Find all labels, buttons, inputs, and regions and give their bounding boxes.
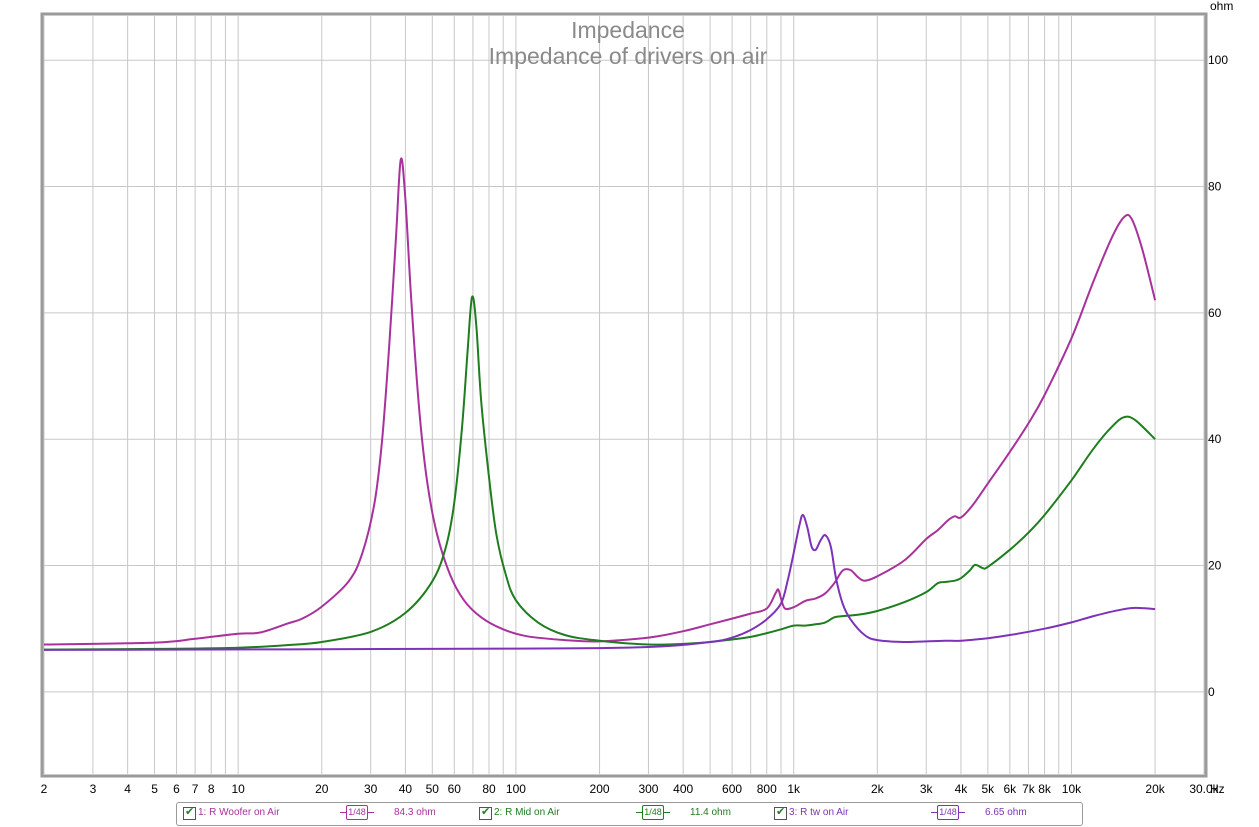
smoothing-button[interactable]: 1/48 — [340, 805, 374, 820]
y-tick-labels: 0 20 40 60 80 100 — [1208, 53, 1228, 699]
legend-cursor-value: 6.65 ohm — [985, 807, 1027, 818]
series-line-2 — [43, 295, 1156, 651]
plot-frame — [40, 12, 1208, 778]
x-tick-label: 800 — [757, 782, 777, 796]
x-tick-label: 8 — [208, 782, 215, 796]
x-tick-label: 10k — [1062, 782, 1082, 796]
grid — [43, 16, 1205, 774]
x-tick-label: 10 — [231, 782, 245, 796]
x-tick-label: 30 — [364, 782, 378, 796]
x-tick-label: 60 — [448, 782, 462, 796]
smoothing-button[interactable]: 1/48 — [931, 805, 965, 820]
x-unit-label: Hz — [1210, 782, 1225, 796]
series-line-1 — [43, 157, 1157, 646]
x-tick-label: 4k — [955, 782, 969, 796]
x-tick-label: 200 — [590, 782, 610, 796]
smoothing-label: 1/48 — [937, 805, 959, 820]
x-tick-label: 30.0k — [1189, 782, 1219, 796]
x-tick-label: 80 — [482, 782, 496, 796]
y-unit-label: ohm — [1210, 0, 1233, 13]
x-tick-label: 300 — [638, 782, 658, 796]
x-tick-label: 20 — [315, 782, 329, 796]
x-tick-label: 4 — [124, 782, 131, 796]
series-visibility-checkbox[interactable] — [183, 805, 196, 820]
legend-series-label: 3: R tw on Air — [789, 807, 849, 818]
x-tick-label: 20k — [1145, 782, 1165, 796]
x-tick-label: 2 — [41, 782, 48, 796]
legend-cursor-value: 11.4 ohm — [690, 807, 731, 818]
y-tick-label: 60 — [1208, 306, 1222, 320]
series-line-3 — [43, 513, 1156, 651]
x-tick-labels: 2 3 4 5 6 7 8 10 20 30 40 50 60 80 100 200 300 400 600 800 1… — [41, 782, 1220, 796]
smoothing-label: 1/48 — [642, 805, 664, 820]
x-tick-label: 50 — [426, 782, 440, 796]
x-tick-label: 3k — [920, 782, 934, 796]
x-tick-label: 6 — [173, 782, 180, 796]
smoothing-label: 1/48 — [346, 805, 368, 820]
x-tick-label: 1k — [787, 782, 801, 796]
series-layer — [43, 157, 1157, 651]
series-visibility-checkbox[interactable] — [774, 805, 787, 820]
y-tick-label: 80 — [1208, 180, 1222, 194]
x-tick-label: 2k — [871, 782, 885, 796]
x-tick-label: 5k — [982, 782, 996, 796]
x-tick-label: 100 — [506, 782, 526, 796]
x-tick-label: 6k — [1004, 782, 1018, 796]
x-tick-label: 400 — [673, 782, 693, 796]
legend-series-label: 2: R Mid on Air — [494, 807, 560, 818]
chart-subtitle: Impedance of drivers on air — [489, 43, 768, 69]
y-tick-label: 100 — [1208, 53, 1228, 67]
legend: 1: R Woofer on Air 1/48 84.3 ohm 2: R Mid o… — [176, 802, 1083, 826]
impedance-chart: 2 3 4 5 6 7 8 10 20 30 40 50 60 80 100 200 300 400 600 800 1… — [40, 0, 1233, 796]
x-tick-label: 40 — [399, 782, 413, 796]
x-tick-label: 5 — [151, 782, 158, 796]
series-visibility-checkbox[interactable] — [479, 805, 492, 820]
y-tick-label: 0 — [1208, 685, 1215, 699]
x-tick-label: 8k — [1038, 782, 1052, 796]
legend-item-3: 3: R tw on Air 1/48 6.65 ohm — [774, 805, 1064, 821]
x-tick-label: 7k — [1022, 782, 1036, 796]
chart-title: Impedance — [571, 17, 685, 43]
x-tick-label: 600 — [722, 782, 742, 796]
legend-cursor-value: 84.3 ohm — [394, 807, 436, 818]
legend-item-2: 2: R Mid on Air 1/48 11.4 ohm — [479, 805, 769, 821]
y-tick-label: 40 — [1208, 432, 1222, 446]
smoothing-button[interactable]: 1/48 — [636, 805, 670, 820]
x-tick-label: 7 — [192, 782, 199, 796]
x-tick-label: 3 — [90, 782, 97, 796]
legend-item-1: 1: R Woofer on Air 1/48 84.3 ohm — [183, 805, 473, 821]
y-tick-label: 20 — [1208, 559, 1222, 573]
legend-series-label: 1: R Woofer on Air — [198, 807, 280, 818]
